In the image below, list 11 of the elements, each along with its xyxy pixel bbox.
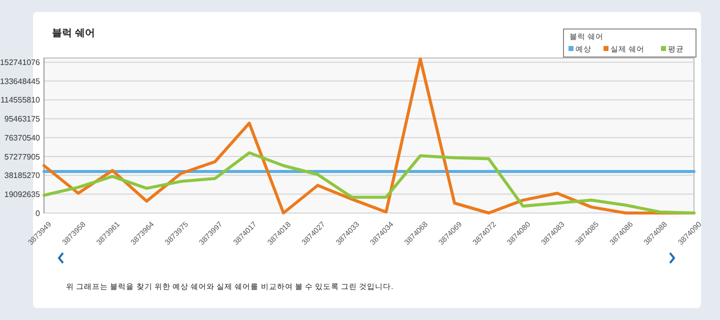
y-tick-label: 76370540 [4, 133, 41, 142]
chart-title: 블럭 쉐어 [52, 28, 95, 39]
y-tick-label: 152741076 [0, 58, 41, 68]
y-tick-label: 19092635 [4, 190, 41, 199]
y-tick-label: 133648445 [0, 76, 41, 86]
y-tick-label: 57277905 [4, 152, 41, 162]
y-tick-label: 114555810 [0, 96, 41, 105]
y-tick-label: 95463175 [4, 114, 41, 124]
y-tick-label: 0 [36, 208, 41, 218]
y-tick-label: 38185270 [4, 171, 41, 180]
line-series [42, 151, 696, 214]
